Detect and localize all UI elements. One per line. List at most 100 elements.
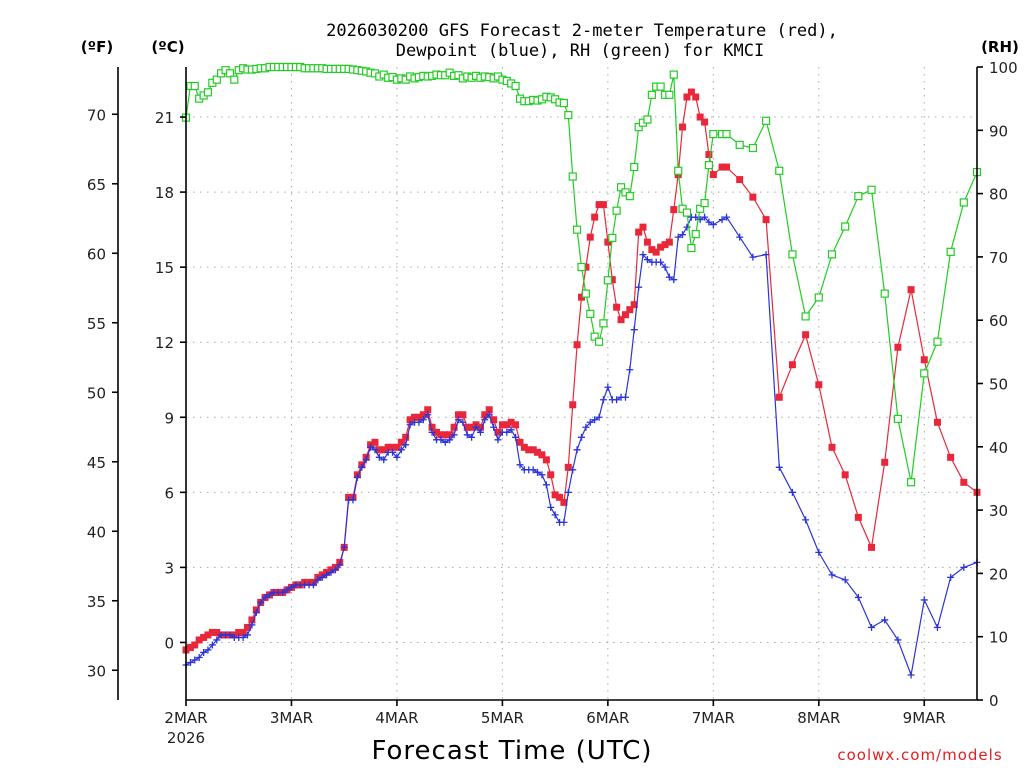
temperature-point bbox=[573, 341, 581, 349]
dewpoint-point bbox=[415, 418, 423, 426]
celsius-tick-label: 12 bbox=[155, 334, 174, 352]
dewpoint-point bbox=[375, 453, 383, 461]
x-axis-title: Forecast Time (UTC) bbox=[371, 736, 652, 766]
axes bbox=[112, 66, 983, 706]
rh-point bbox=[586, 309, 595, 318]
dewpoint-point bbox=[287, 583, 295, 591]
dewpoint-point bbox=[723, 213, 731, 221]
temperature-point bbox=[613, 303, 621, 311]
dewpoint-point bbox=[516, 461, 524, 469]
dewpoint-point bbox=[854, 593, 862, 601]
temperature-point bbox=[643, 238, 651, 246]
dewpoint-point bbox=[485, 411, 493, 419]
temperature-point bbox=[788, 361, 796, 369]
temperature-point bbox=[696, 113, 704, 121]
temperature-point bbox=[591, 213, 599, 221]
rh-point bbox=[841, 222, 850, 231]
dewpoint-point bbox=[490, 423, 498, 431]
temperature-point bbox=[595, 201, 603, 209]
temperature-point bbox=[498, 421, 506, 429]
rh-point bbox=[827, 250, 837, 259]
temperature-point bbox=[459, 411, 467, 419]
dewpoint-point bbox=[463, 431, 471, 439]
dewpoint-point bbox=[670, 276, 678, 284]
dewpoint-point bbox=[393, 453, 401, 461]
temperature-point bbox=[551, 491, 559, 499]
dewpoint-point bbox=[226, 631, 234, 639]
rh-point bbox=[212, 75, 221, 84]
temperature-point bbox=[490, 416, 498, 424]
temperature-line bbox=[185, 91, 978, 651]
x-axis-year: 2026 bbox=[167, 729, 205, 747]
grid bbox=[186, 67, 977, 700]
series-layer bbox=[181, 62, 982, 679]
dewpoint-point bbox=[661, 263, 669, 271]
temperature-point bbox=[411, 413, 419, 421]
temperature-point bbox=[512, 421, 520, 429]
dewpoint-point bbox=[494, 436, 502, 444]
fahrenheit-tick-label: 50 bbox=[87, 384, 106, 402]
rh-tick-label: 80 bbox=[989, 186, 1008, 204]
dewpoint-point bbox=[353, 473, 361, 481]
temperature-point bbox=[723, 163, 731, 171]
fahrenheit-tick-label: 70 bbox=[87, 106, 106, 124]
temperature-point bbox=[450, 423, 458, 431]
temperature-point bbox=[402, 433, 410, 441]
dewpoint-series bbox=[182, 213, 981, 679]
temperature-point bbox=[235, 628, 243, 636]
dewpoint-point bbox=[283, 586, 291, 594]
temperature-point bbox=[406, 416, 414, 424]
dewpoint-point bbox=[599, 396, 607, 404]
temperature-point bbox=[397, 438, 405, 446]
temperature-point bbox=[564, 463, 572, 471]
temperature-point bbox=[437, 431, 445, 439]
rh-tick-label: 20 bbox=[989, 565, 1008, 583]
dewpoint-point bbox=[406, 421, 414, 429]
dewpoint-point bbox=[261, 593, 269, 601]
x-tick-label: 4MAR bbox=[375, 709, 418, 727]
temperature-point bbox=[705, 151, 713, 159]
dewpoint-point bbox=[512, 433, 520, 441]
temperature-point bbox=[248, 616, 256, 624]
dewpoint-point bbox=[775, 463, 783, 471]
dewpoint-point bbox=[920, 596, 928, 604]
rh-point bbox=[696, 204, 705, 213]
temperature-point bbox=[569, 401, 577, 409]
rh-point bbox=[634, 123, 643, 132]
temperature-point bbox=[652, 248, 660, 256]
temperature-point bbox=[389, 443, 397, 451]
dewpoint-line bbox=[185, 216, 978, 678]
temperature-point bbox=[204, 631, 212, 639]
dewpoint-point bbox=[841, 576, 849, 584]
dewpoint-point bbox=[450, 431, 458, 439]
celsius-tick-label: 6 bbox=[164, 484, 174, 502]
x-tick-label: 9MAR bbox=[903, 709, 946, 727]
dewpoint-point bbox=[331, 566, 339, 574]
dewpoint-point bbox=[578, 433, 585, 441]
temperature-point bbox=[578, 293, 585, 301]
rh-point bbox=[625, 192, 634, 201]
temperature-point bbox=[538, 451, 546, 459]
dewpoint-point bbox=[674, 233, 682, 241]
fahrenheit-tick-label: 45 bbox=[87, 454, 106, 472]
temperature-point bbox=[208, 628, 216, 636]
dewpoint-point bbox=[709, 221, 717, 229]
dewpoint-point bbox=[815, 548, 823, 556]
temperature-point bbox=[828, 443, 836, 451]
dewpoint-point bbox=[613, 396, 621, 404]
fahrenheit-tick-label: 60 bbox=[87, 245, 106, 263]
rh-point bbox=[608, 233, 617, 243]
temperature-point bbox=[542, 456, 550, 464]
temperature-point bbox=[529, 446, 537, 454]
temperature-point bbox=[617, 316, 625, 324]
credit-text: coolwx.com/models bbox=[837, 746, 1002, 764]
dewpoint-point bbox=[542, 481, 550, 489]
dewpoint-point bbox=[718, 216, 726, 224]
rh-point bbox=[704, 161, 714, 170]
temperature-point bbox=[428, 423, 436, 431]
dewpoint-point bbox=[380, 456, 388, 464]
tick-labels: 2MAR 3MAR 4MAR 5MAR 6MAR 7MAR 8MAR 9MAR 0 3 6 9 12 15… bbox=[87, 59, 1018, 727]
dewpoint-point bbox=[428, 428, 436, 436]
dewpoint-point bbox=[868, 623, 876, 631]
